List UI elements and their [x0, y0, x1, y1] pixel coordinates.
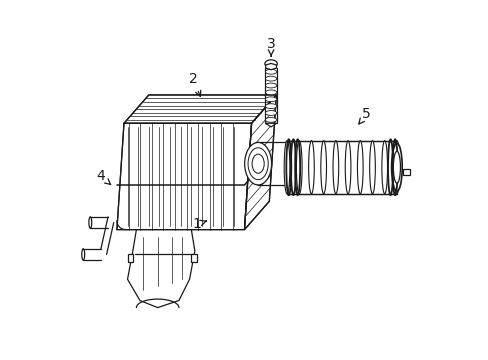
- Ellipse shape: [381, 141, 387, 194]
- Ellipse shape: [308, 141, 314, 194]
- Ellipse shape: [284, 141, 289, 194]
- Polygon shape: [117, 123, 251, 230]
- Ellipse shape: [253, 143, 262, 185]
- Ellipse shape: [320, 141, 326, 194]
- Text: 2: 2: [188, 72, 201, 96]
- Ellipse shape: [89, 217, 92, 228]
- Ellipse shape: [265, 104, 276, 108]
- Ellipse shape: [265, 76, 276, 81]
- Ellipse shape: [265, 97, 276, 102]
- Polygon shape: [124, 95, 276, 123]
- Ellipse shape: [81, 249, 84, 260]
- Ellipse shape: [345, 141, 350, 194]
- Text: 4: 4: [96, 170, 110, 185]
- Ellipse shape: [357, 141, 363, 194]
- Ellipse shape: [252, 154, 264, 173]
- Polygon shape: [191, 255, 196, 261]
- Ellipse shape: [264, 60, 277, 68]
- Polygon shape: [127, 255, 133, 261]
- Ellipse shape: [296, 141, 302, 194]
- Text: 5: 5: [358, 107, 370, 124]
- Ellipse shape: [265, 90, 276, 95]
- Polygon shape: [244, 95, 276, 230]
- Ellipse shape: [247, 148, 268, 180]
- Ellipse shape: [393, 141, 399, 194]
- Ellipse shape: [265, 111, 276, 116]
- Ellipse shape: [265, 83, 276, 88]
- Polygon shape: [286, 141, 396, 194]
- Polygon shape: [403, 169, 409, 175]
- Ellipse shape: [391, 143, 402, 191]
- Text: 3: 3: [266, 36, 275, 56]
- Ellipse shape: [392, 151, 400, 183]
- Text: 1: 1: [192, 217, 206, 231]
- Ellipse shape: [265, 117, 276, 122]
- Polygon shape: [265, 123, 276, 127]
- Ellipse shape: [332, 141, 338, 194]
- Ellipse shape: [369, 141, 375, 194]
- Ellipse shape: [265, 69, 276, 74]
- Ellipse shape: [244, 143, 271, 185]
- Polygon shape: [265, 63, 276, 70]
